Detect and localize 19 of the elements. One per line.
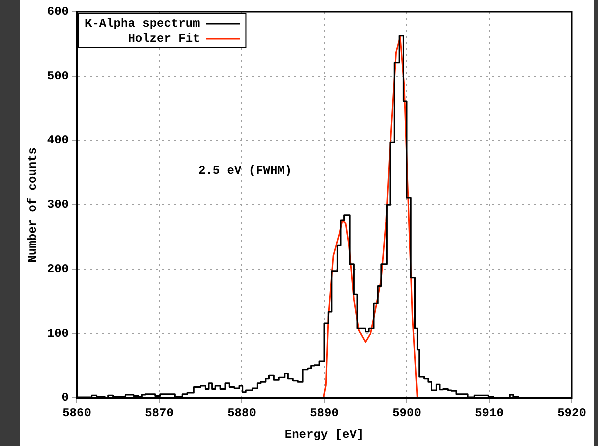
x-tick-label: 5920 [558, 406, 586, 420]
y-tick-label: 300 [47, 198, 70, 212]
x-tick-label: 5900 [392, 406, 422, 420]
y-tick-label: 100 [47, 326, 70, 341]
legend-label: K-Alpha spectrum [85, 17, 200, 32]
x-tick-label: 5860 [62, 406, 92, 420]
legend-label: Holzer Fit [128, 32, 200, 46]
y-tick-label: 500 [47, 69, 70, 84]
annotation: 2.5 eV (FWHM) [198, 164, 292, 178]
y-tick-label: 200 [47, 262, 70, 276]
y-axis-title: Number of counts [26, 147, 40, 263]
x-tick-label: 5910 [475, 406, 504, 420]
x-axis-title: Energy [eV] [284, 428, 364, 442]
y-tick-label: 600 [47, 5, 70, 20]
x-tick-label: 5890 [310, 406, 339, 420]
x-tick-label: 5880 [228, 406, 256, 420]
y-tick-label: 0 [62, 391, 70, 406]
x-tick-label: 5870 [145, 406, 174, 420]
y-tick-label: 400 [47, 134, 70, 148]
